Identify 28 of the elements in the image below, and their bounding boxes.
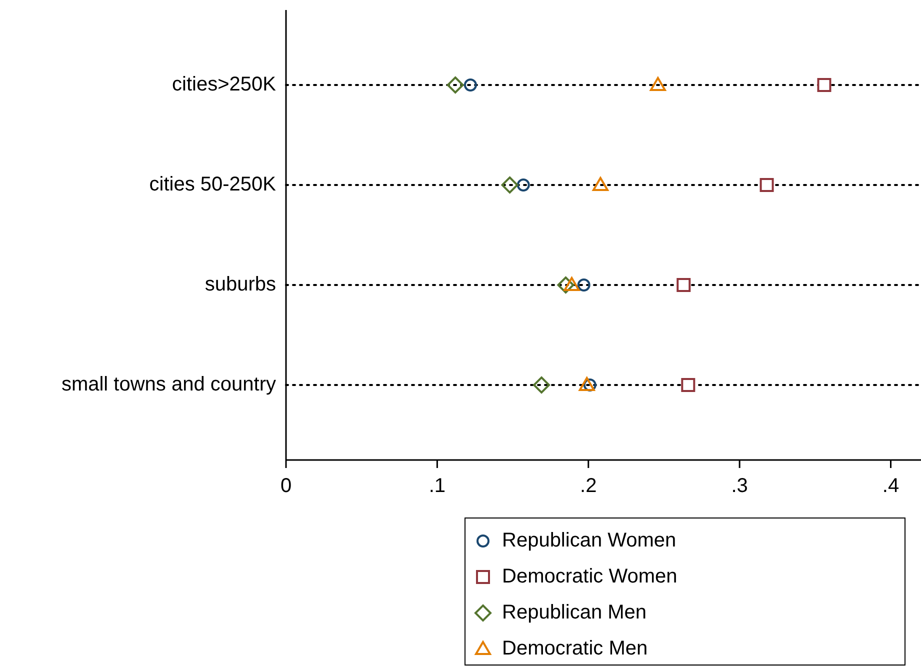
x-tick-label: .2: [580, 475, 597, 497]
point: [577, 278, 590, 292]
point: [592, 177, 608, 191]
point: [760, 178, 774, 192]
y-tick-label: cities 50-250K: [149, 173, 277, 196]
point: [516, 178, 530, 192]
y-tick-label: suburbs: [204, 273, 276, 296]
x-tick-label: .4: [882, 475, 900, 497]
point: [501, 176, 518, 194]
legend-label: Republican Women: [502, 529, 676, 552]
x-tick-label: .3: [731, 475, 748, 497]
point: [464, 78, 477, 92]
y-tick-label: small towns and country: [61, 373, 276, 396]
legend-label: Democratic Women: [502, 565, 678, 588]
point: [564, 277, 580, 291]
legend-label: Democratic Men: [502, 637, 648, 660]
point: [557, 276, 574, 294]
point: [681, 378, 696, 392]
point: [533, 376, 550, 394]
legend-label: Republican Men: [502, 601, 647, 624]
y-tick-label: cities>250K: [172, 73, 277, 96]
x-tick-label: .1: [428, 475, 446, 497]
point: [446, 76, 464, 94]
x-tick-label: 0: [280, 475, 292, 497]
point: [650, 77, 666, 91]
point: [676, 278, 691, 292]
point: [817, 78, 832, 92]
point: [578, 377, 595, 391]
